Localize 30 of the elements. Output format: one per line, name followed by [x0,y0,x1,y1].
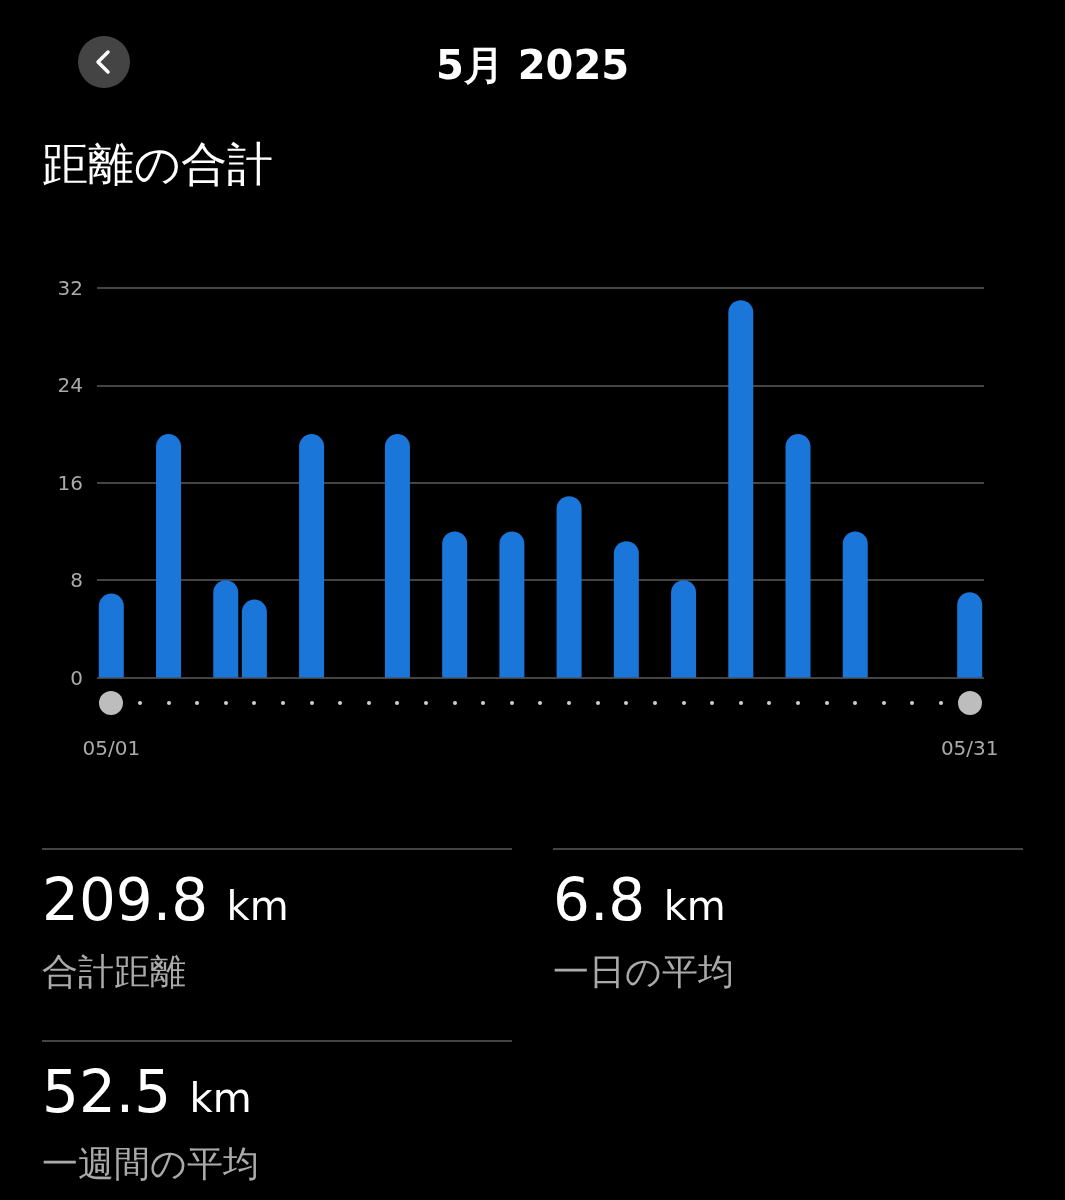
y-tick-label: 8 [70,568,83,593]
x-tick-label: 05/31 [940,735,999,760]
y-tick-label: 24 [57,373,83,398]
bar [613,541,639,678]
bar [671,580,697,678]
bar [842,531,868,678]
x-tick-label: 05/01 [82,735,141,760]
bar [384,434,410,678]
y-tick-label: 32 [57,276,83,300]
bar [785,434,811,678]
bar [499,531,525,678]
y-tick-label: 0 [70,665,83,690]
bar [957,592,983,678]
bar [442,531,468,678]
bar [299,434,325,678]
text: 52.5 km [42,1057,252,1128]
text: 合計距離 [42,950,186,994]
bar [241,599,267,678]
bar [728,300,754,678]
text: 一週間の平均 [42,1142,259,1186]
bar [156,434,182,678]
bar [98,593,124,678]
chart-subtitle: 距離の合計 [42,136,273,192]
text: 6.8 km [553,865,726,936]
bar [556,496,582,678]
text: 209.8 km [42,865,289,936]
y-tick-label: 16 [57,470,83,495]
bar [213,580,239,678]
chart-title: 5月 2025 [434,41,631,90]
text: 一日の平均 [553,950,734,994]
